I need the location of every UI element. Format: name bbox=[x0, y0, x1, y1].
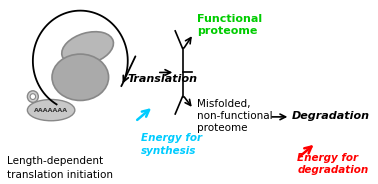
Text: Misfolded,
non-functional
proteome: Misfolded, non-functional proteome bbox=[197, 98, 273, 133]
Text: Energy for
degradation: Energy for degradation bbox=[297, 153, 369, 175]
Ellipse shape bbox=[62, 32, 113, 65]
Text: Energy for
synthesis: Energy for synthesis bbox=[141, 133, 201, 156]
Text: Length-dependent
translation initiation: Length-dependent translation initiation bbox=[7, 156, 113, 180]
Ellipse shape bbox=[27, 100, 75, 121]
Text: Translation: Translation bbox=[128, 74, 198, 84]
Circle shape bbox=[27, 91, 38, 102]
Circle shape bbox=[30, 94, 36, 100]
Text: Functional
proteome: Functional proteome bbox=[197, 13, 262, 36]
Text: AAAAAAA: AAAAAAA bbox=[34, 108, 68, 113]
Ellipse shape bbox=[52, 54, 108, 100]
Text: Degradation: Degradation bbox=[292, 111, 370, 121]
